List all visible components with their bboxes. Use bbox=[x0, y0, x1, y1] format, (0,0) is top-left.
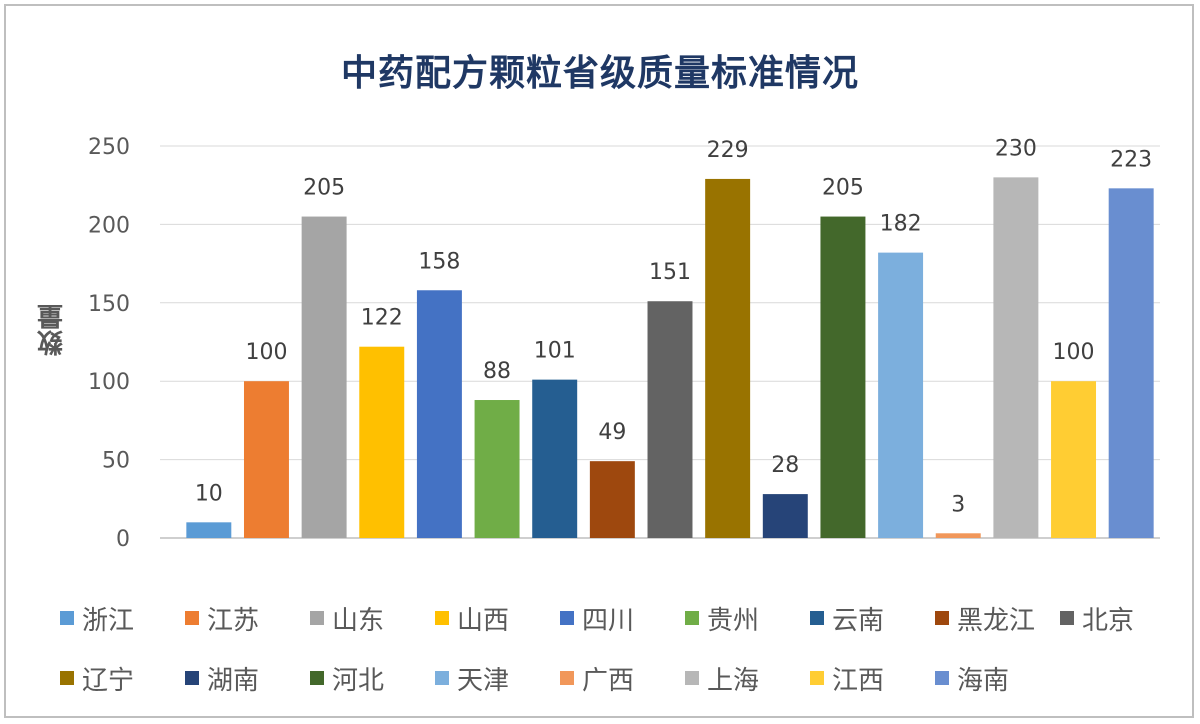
bar-四川 bbox=[416, 290, 462, 538]
legend-swatch bbox=[310, 611, 324, 625]
data-label: 100 bbox=[245, 340, 287, 365]
data-label: 205 bbox=[822, 176, 864, 201]
bar-天津 bbox=[878, 252, 924, 538]
bar-云南 bbox=[532, 379, 578, 538]
data-label: 28 bbox=[771, 453, 799, 478]
data-label: 223 bbox=[1110, 147, 1152, 172]
data-label: 100 bbox=[1053, 340, 1095, 365]
legend-row: 浙江 江苏 山东 山西 四川 贵州 云南 黑龙江 北京 bbox=[60, 588, 1180, 648]
legend-label: 江苏 bbox=[207, 605, 260, 636]
legend-swatch bbox=[185, 671, 199, 685]
data-labels: 10 100 205 122 158 88 101 49 151 229 28 205 182 3 230 1… bbox=[195, 136, 1152, 517]
legend-swatch bbox=[310, 671, 324, 685]
data-label: 122 bbox=[361, 306, 403, 331]
legend-swatch bbox=[435, 611, 449, 625]
data-label: 158 bbox=[418, 249, 460, 274]
bar-北京 bbox=[647, 301, 693, 538]
data-label: 229 bbox=[707, 138, 749, 163]
data-label: 10 bbox=[195, 481, 223, 506]
data-label: 205 bbox=[303, 176, 345, 201]
data-label: 3 bbox=[951, 492, 965, 517]
legend-item: 浙江 bbox=[60, 598, 185, 638]
legend-item: 黑龙江 bbox=[935, 598, 1060, 638]
y-tick-label: 150 bbox=[88, 292, 130, 317]
legend-item: 云南 bbox=[810, 598, 935, 638]
bar-广西 bbox=[935, 533, 981, 538]
legend-item: 广西 bbox=[560, 658, 685, 698]
legend-swatch bbox=[935, 611, 949, 625]
legend-swatch bbox=[810, 611, 824, 625]
legend-label: 山西 bbox=[457, 605, 510, 636]
y-tick-label: 200 bbox=[88, 213, 130, 238]
data-label: 49 bbox=[598, 420, 626, 445]
y-tick-label: 100 bbox=[88, 370, 130, 395]
bars bbox=[186, 177, 1154, 539]
legend-label: 湖南 bbox=[207, 665, 260, 696]
bar-山西 bbox=[359, 346, 405, 538]
legend-item: 北京 bbox=[1060, 598, 1185, 638]
data-label: 88 bbox=[483, 359, 511, 384]
bar-山东 bbox=[301, 216, 347, 538]
legend-swatch bbox=[560, 671, 574, 685]
legend-swatch bbox=[435, 671, 449, 685]
bar-黑龙江 bbox=[589, 461, 635, 538]
legend-item: 天津 bbox=[435, 658, 560, 698]
bar-上海 bbox=[993, 177, 1039, 539]
legend-item: 山西 bbox=[435, 598, 560, 638]
legend-label: 山东 bbox=[332, 605, 385, 636]
y-tick-label: 0 bbox=[116, 527, 130, 552]
legend-label: 天津 bbox=[457, 665, 510, 696]
legend-item: 上海 bbox=[685, 658, 810, 698]
legend-label: 浙江 bbox=[82, 605, 135, 636]
legend-swatch bbox=[685, 611, 699, 625]
legend-label: 海南 bbox=[957, 665, 1010, 696]
legend: 浙江 江苏 山东 山西 四川 贵州 云南 黑龙江 北京 辽宁 湖南 河北 天津 广西 上海 江西 海南 bbox=[60, 588, 1180, 708]
bar-湖南 bbox=[762, 494, 808, 538]
legend-item: 河北 bbox=[310, 658, 435, 698]
legend-label: 辽宁 bbox=[82, 665, 135, 696]
legend-swatch bbox=[185, 611, 199, 625]
y-axis-ticks: 0 50 100 150 200 250 bbox=[88, 135, 130, 552]
data-label: 101 bbox=[534, 339, 576, 364]
legend-label: 北京 bbox=[1082, 605, 1135, 636]
legend-row: 辽宁 湖南 河北 天津 广西 上海 江西 海南 bbox=[60, 648, 1180, 708]
legend-swatch bbox=[685, 671, 699, 685]
legend-item: 贵州 bbox=[685, 598, 810, 638]
legend-item: 辽宁 bbox=[60, 658, 185, 698]
legend-label: 河北 bbox=[332, 665, 385, 696]
bar-江西 bbox=[1051, 381, 1097, 538]
data-label: 182 bbox=[880, 212, 922, 237]
legend-label: 广西 bbox=[582, 665, 635, 696]
legend-swatch bbox=[810, 671, 824, 685]
y-tick-label: 250 bbox=[88, 135, 130, 160]
legend-item: 湖南 bbox=[185, 658, 310, 698]
chart-title: 中药配方颗粒省级质量标准情况 bbox=[340, 53, 859, 94]
legend-swatch bbox=[1060, 611, 1074, 625]
data-label: 230 bbox=[995, 136, 1037, 161]
legend-label: 上海 bbox=[707, 665, 760, 696]
legend-swatch bbox=[935, 671, 949, 685]
legend-swatch bbox=[60, 671, 74, 685]
legend-swatch bbox=[60, 611, 74, 625]
legend-item: 山东 bbox=[310, 598, 435, 638]
bar-河北 bbox=[820, 216, 866, 538]
bar-海南 bbox=[1108, 188, 1154, 538]
y-tick-label: 50 bbox=[102, 449, 130, 474]
bar-贵州 bbox=[474, 400, 520, 538]
legend-label: 贵州 bbox=[707, 605, 760, 636]
legend-label: 云南 bbox=[832, 605, 885, 636]
legend-swatch bbox=[560, 611, 574, 625]
bar-浙江 bbox=[186, 522, 232, 538]
bar-江苏 bbox=[243, 381, 289, 538]
legend-item: 江西 bbox=[810, 658, 935, 698]
legend-label: 黑龙江 bbox=[957, 605, 1036, 636]
legend-item: 江苏 bbox=[185, 598, 310, 638]
data-label: 151 bbox=[649, 260, 691, 285]
bar-辽宁 bbox=[705, 178, 751, 539]
legend-label: 四川 bbox=[582, 605, 635, 636]
legend-item: 海南 bbox=[935, 658, 1060, 698]
legend-label: 江西 bbox=[832, 665, 885, 696]
legend-item: 四川 bbox=[560, 598, 685, 638]
